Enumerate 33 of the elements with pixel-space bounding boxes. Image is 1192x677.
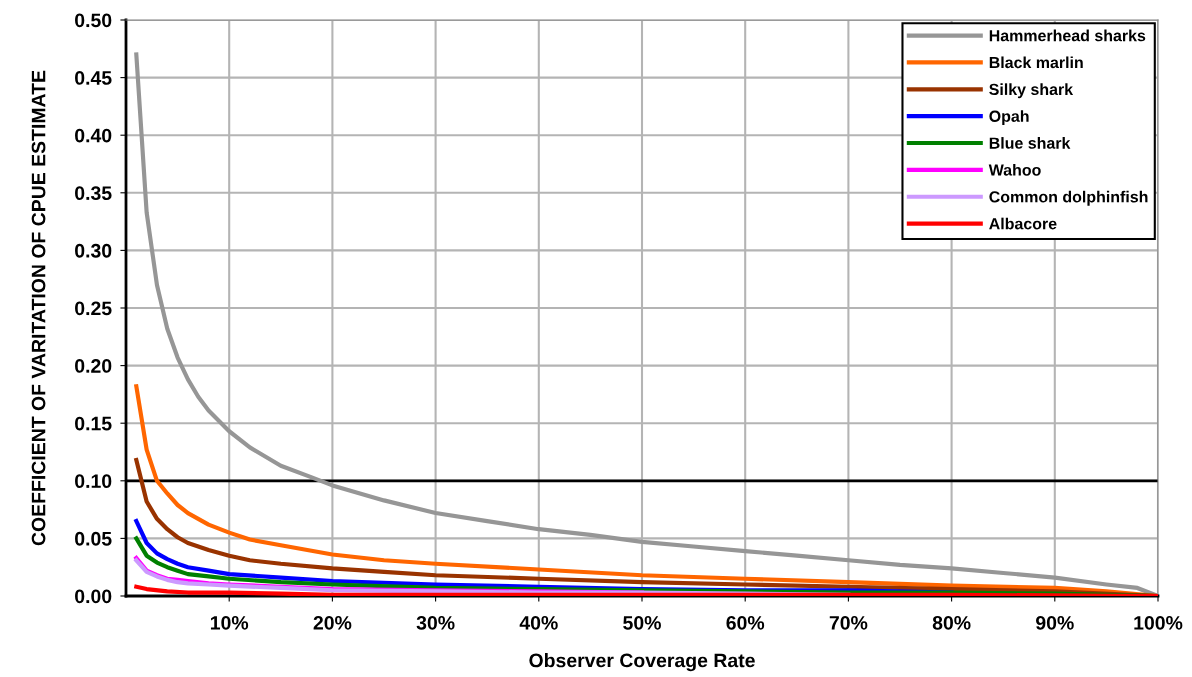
x-axis-title: Observer Coverage Rate: [529, 653, 755, 672]
line-series: [134, 584, 1158, 596]
legend-label: Wahoo: [988, 163, 1041, 176]
x-tick-label: 100%: [1134, 615, 1183, 630]
y-tick-label: 0.00: [75, 589, 112, 604]
y-tick-label: 0.35: [75, 186, 112, 201]
legend-label: Opah: [989, 110, 1029, 126]
legend-label: Black marlin: [989, 56, 1083, 69]
y-tick-label: 0.30: [75, 243, 112, 258]
x-tick-label: 40%: [519, 615, 558, 630]
y-tick-label: 0.25: [75, 301, 112, 316]
y-tick-label: 0.45: [75, 71, 112, 85]
x-tick-label: 10%: [210, 615, 249, 630]
y-axis-title: COEFFICIENT OF VARITATION OF CPUE ESTIMATE: [31, 70, 46, 546]
y-tick-label: 0.50: [75, 13, 112, 28]
legend-label: Blue shark: [989, 137, 1071, 149]
y-tick-label: 0.15: [75, 416, 112, 431]
y-tick-label: 0.10: [75, 474, 112, 489]
x-tick-label: 80%: [932, 615, 971, 630]
y-tick-label: 0.05: [75, 531, 112, 546]
legend-label: Albacore: [989, 217, 1057, 230]
legend-label: Common dolphinfish: [989, 190, 1148, 206]
legend-label: Hammerhead sharks: [989, 29, 1146, 42]
y-tick-label: 0.20: [75, 359, 112, 373]
x-tick-label: 20%: [313, 615, 352, 630]
x-tick-label: 70%: [829, 615, 868, 630]
legend-label: Silky shark: [989, 83, 1074, 99]
x-tick-label: 30%: [416, 615, 455, 630]
y-tick-label: 0.40: [75, 128, 112, 143]
x-tick-label: 60%: [726, 615, 765, 630]
line-series: [134, 52, 1158, 596]
x-tick-label: 50%: [623, 615, 661, 630]
x-tick-label: 90%: [1036, 615, 1074, 630]
